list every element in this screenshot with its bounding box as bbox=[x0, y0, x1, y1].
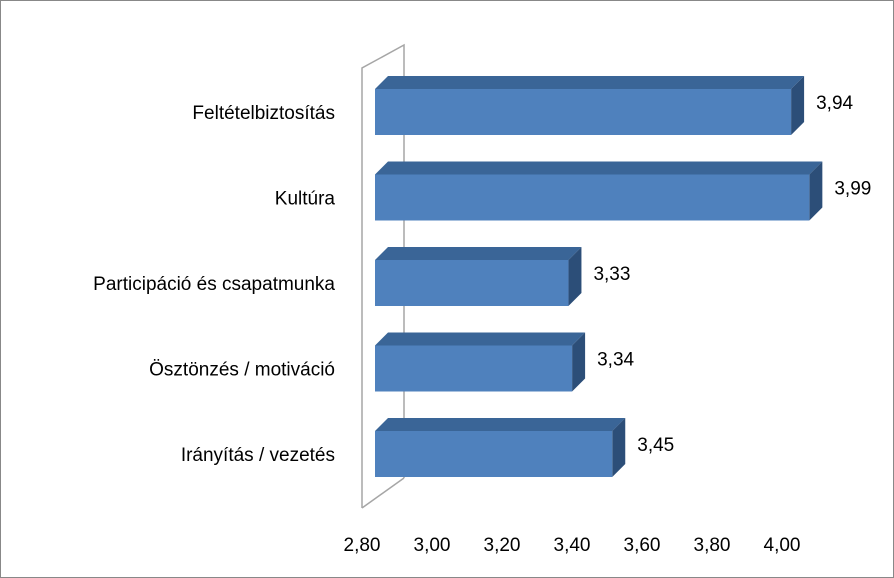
bar-top bbox=[375, 161, 823, 175]
bar-side bbox=[568, 247, 582, 306]
x-tick-label: 3,20 bbox=[484, 535, 521, 556]
category-label: Participáció és csapatmunka bbox=[93, 274, 335, 295]
bar bbox=[375, 161, 823, 221]
x-tick-label: 3,80 bbox=[694, 535, 731, 556]
x-tick-label: 4,00 bbox=[764, 535, 801, 556]
bar-front bbox=[375, 89, 792, 135]
bar-top bbox=[375, 76, 805, 89]
value-label: 3,34 bbox=[597, 350, 634, 371]
bar-side bbox=[572, 332, 586, 392]
x-tick-label: 2,80 bbox=[344, 535, 381, 556]
value-label: 3,94 bbox=[816, 93, 853, 114]
category-label: Kultúra bbox=[275, 189, 336, 210]
bar-front bbox=[375, 345, 573, 392]
category-label: Feltételbiztosítás bbox=[192, 103, 335, 124]
category-label: Irányítás / vezetés bbox=[181, 445, 335, 466]
bar-side bbox=[612, 418, 626, 477]
bar-front bbox=[375, 260, 569, 306]
floor-edge bbox=[361, 477, 405, 509]
value-label: 3,99 bbox=[834, 179, 871, 200]
x-tick-label: 3,40 bbox=[554, 535, 591, 556]
bar-top bbox=[375, 418, 626, 431]
value-label: 3,45 bbox=[637, 435, 674, 456]
value-label: 3,33 bbox=[593, 264, 630, 285]
bar bbox=[375, 418, 626, 477]
x-tick-label: 3,60 bbox=[624, 535, 661, 556]
bar-side bbox=[791, 76, 805, 135]
bar bbox=[375, 76, 805, 135]
category-label: Ösztönzés / motiváció bbox=[149, 360, 335, 381]
bar bbox=[375, 332, 586, 392]
bar bbox=[375, 247, 582, 306]
bar-top bbox=[375, 247, 582, 260]
bar-front bbox=[375, 431, 613, 477]
x-tick-label: 3,00 bbox=[414, 535, 451, 556]
bar-front bbox=[375, 174, 810, 221]
bar-side bbox=[809, 161, 823, 221]
bar-top bbox=[375, 332, 586, 346]
